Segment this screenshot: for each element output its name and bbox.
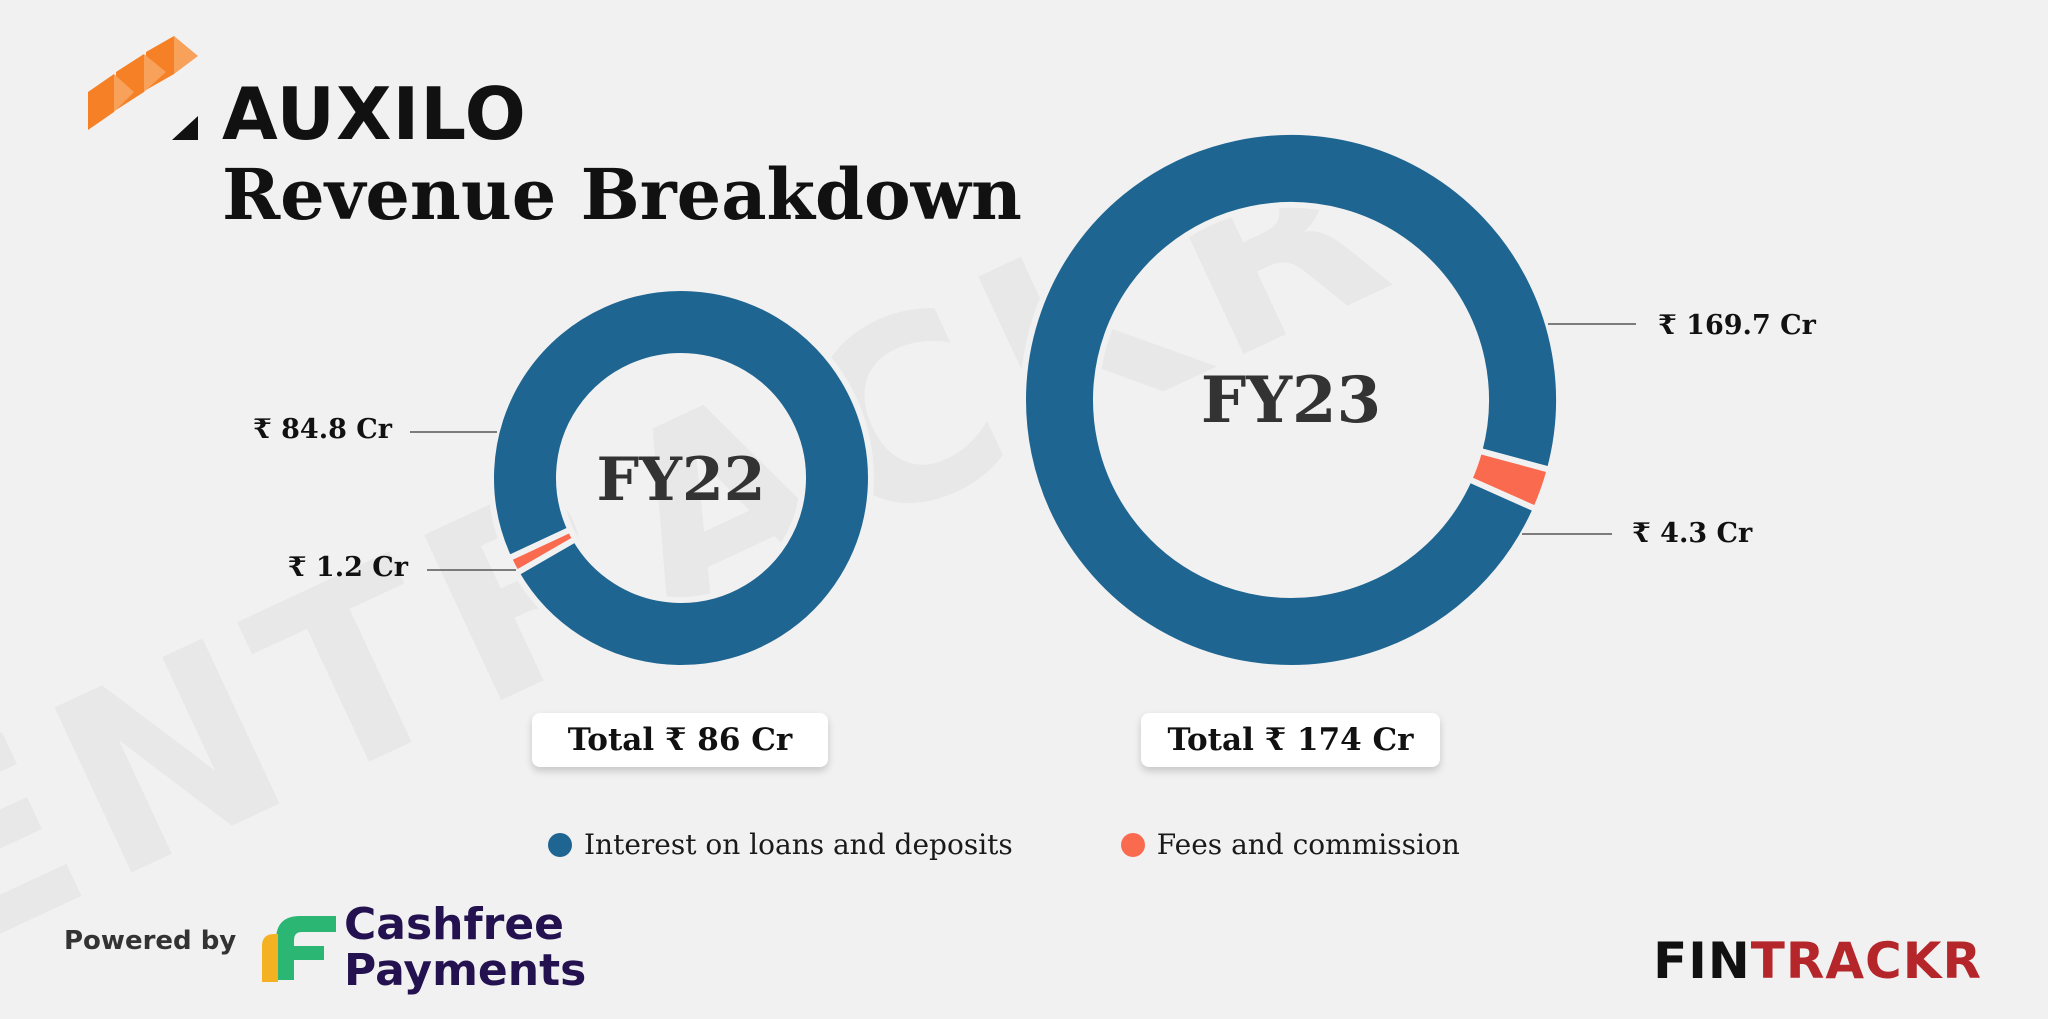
fy22-slice-interest	[488, 285, 874, 671]
cashfree-name-line2: Payments	[344, 945, 587, 996]
fy23-slice-interest	[1020, 129, 1562, 671]
fy22-interest-value-label: ₹ 84.8 Cr	[252, 414, 392, 445]
powered-by-text: Powered by	[64, 926, 237, 956]
auxilo-logo-icon	[88, 36, 198, 140]
brand-name: AUXILO	[222, 72, 527, 156]
fy23-center-label: FY23	[1201, 363, 1381, 438]
fy22-total-box: Total ₹ 86 Cr	[532, 713, 828, 767]
fintrackr-logo: FINTRACKR	[1653, 936, 1982, 986]
fy22-slice-fees	[505, 526, 579, 577]
donut-chart-fy23: FY23	[1020, 129, 1636, 671]
donut-chart-fy22: FY22	[410, 285, 874, 671]
fintrackr-part1: FIN	[1653, 932, 1751, 990]
legend-item-interest: Interest on loans and deposits	[548, 828, 1013, 861]
legend-label-interest: Interest on loans and deposits	[584, 828, 1013, 861]
fy23-total-label: Total ₹ 174 Cr	[1167, 722, 1414, 758]
cashfree-name-line1: Cashfree	[344, 899, 565, 950]
legend-label-fees: Fees and commission	[1156, 828, 1460, 861]
fy23-fees-value-label: ₹ 4.3 Cr	[1632, 518, 1753, 549]
legend-swatch-fees	[1120, 832, 1145, 857]
fy22-fees-value-label: ₹ 1.2 Cr	[287, 552, 408, 583]
fy22-center-label: FY22	[597, 445, 766, 515]
legend-swatch-interest	[548, 832, 572, 857]
cashfree-wordmark: Cashfree Payments	[344, 902, 586, 994]
fy23-slice-fees	[1466, 447, 1553, 513]
legend: Interest on loans and deposits Fees and …	[548, 828, 1460, 861]
fintrackr-part2: TRACKR	[1750, 932, 1982, 990]
fy22-total-label: Total ₹ 86 Cr	[567, 722, 793, 758]
cashfree-logo-icon	[262, 916, 336, 982]
fy23-interest-value-label: ₹ 169.7 Cr	[1658, 310, 1816, 341]
fy23-total-box: Total ₹ 174 Cr	[1141, 713, 1440, 767]
page-title: Revenue Breakdown	[222, 153, 1022, 236]
legend-item-fees: Fees and commission	[1120, 828, 1460, 861]
